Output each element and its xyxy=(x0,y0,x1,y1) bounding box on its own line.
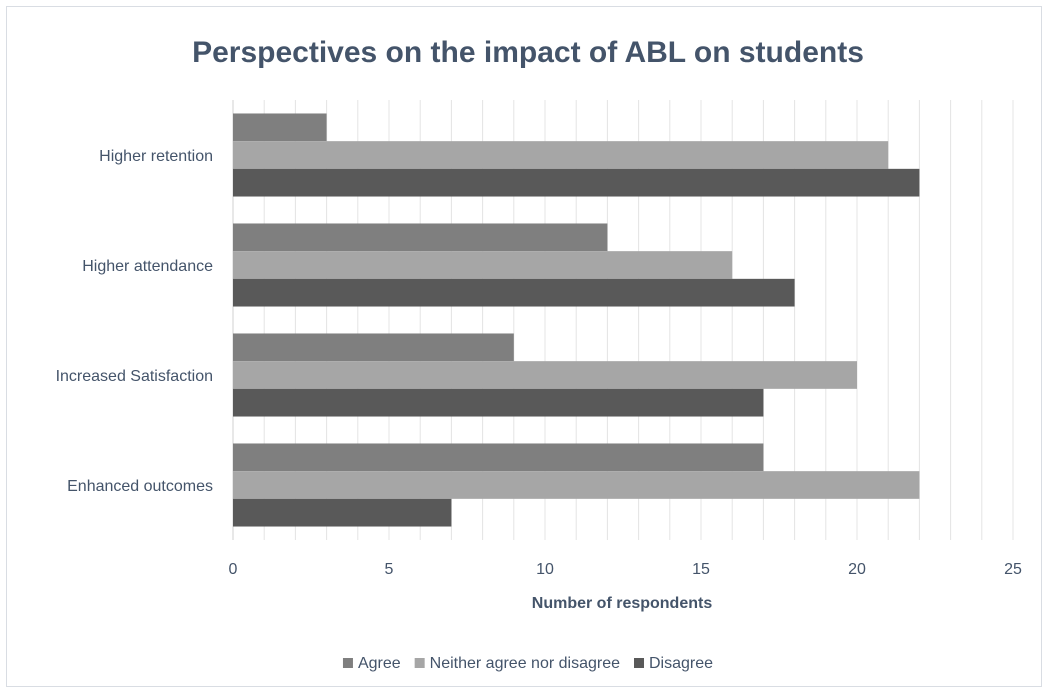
legend: Agree Neither agree nor disagree Disagree xyxy=(342,655,713,672)
x-tick-label: 25 xyxy=(1004,561,1022,578)
bar xyxy=(233,333,514,362)
legend-label: Neither agree nor disagree xyxy=(430,655,620,672)
bar xyxy=(233,471,920,499)
bar xyxy=(233,113,327,142)
legend-swatch xyxy=(414,658,425,668)
category-label: Increased Satisfaction xyxy=(56,368,213,385)
bar xyxy=(233,168,920,197)
x-tick-label: 15 xyxy=(692,561,710,578)
bar xyxy=(233,278,795,307)
bar xyxy=(233,223,608,252)
x-tick-label: 20 xyxy=(848,561,866,578)
legend-swatch xyxy=(634,658,645,668)
bar xyxy=(233,498,452,527)
category-label: Higher retention xyxy=(99,148,213,165)
bar xyxy=(233,443,764,472)
category-label: Higher attendance xyxy=(82,258,213,275)
x-tick-labels: 0 5 10 15 20 25 xyxy=(229,561,1022,578)
bar xyxy=(233,388,764,417)
x-axis-title: Number of respondents xyxy=(532,595,713,612)
chart-title: Perspectives on the impact of ABL on stu… xyxy=(192,36,864,69)
bar xyxy=(233,251,733,279)
legend-label: Agree xyxy=(358,655,401,672)
legend-swatch xyxy=(342,658,353,668)
x-tick-label: 10 xyxy=(536,561,554,578)
category-label: Enhanced outcomes xyxy=(67,478,213,495)
legend-label: Disagree xyxy=(649,655,713,672)
bars xyxy=(233,113,920,527)
x-tick-label: 0 xyxy=(229,561,238,578)
x-tick-label: 5 xyxy=(385,561,394,578)
bar xyxy=(233,141,889,169)
chart-frame xyxy=(6,6,1042,687)
category-labels: Higher retention Higher attendance Increas… xyxy=(56,148,214,495)
bar xyxy=(233,361,857,389)
